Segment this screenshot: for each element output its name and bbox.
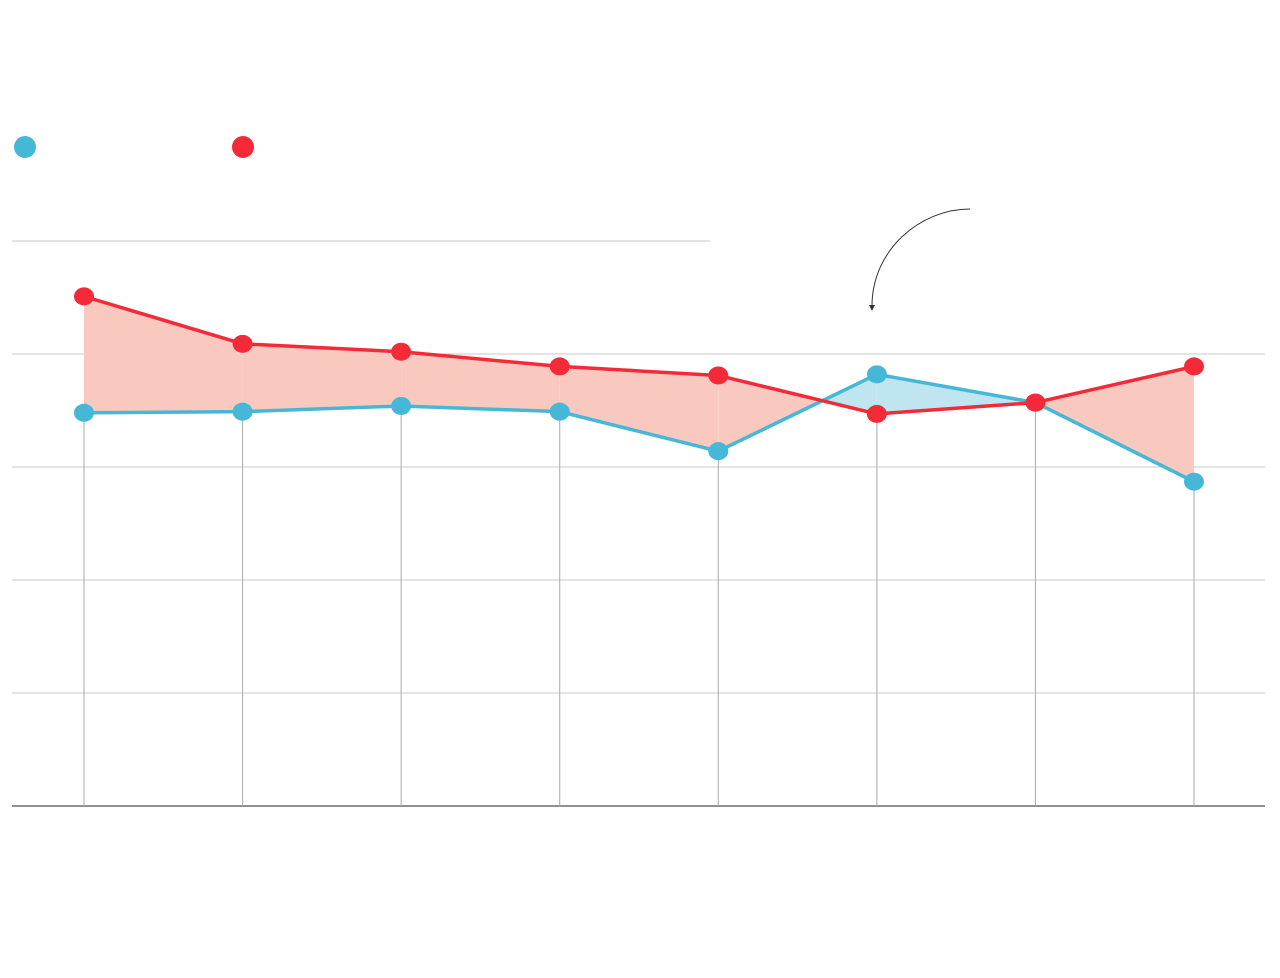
annotation-arrow xyxy=(871,208,971,307)
data-point xyxy=(232,402,253,421)
data-point xyxy=(74,403,94,422)
data-point xyxy=(708,366,729,385)
data-point xyxy=(866,365,887,384)
data-point xyxy=(1184,472,1204,491)
difference-area xyxy=(401,351,560,412)
data-point xyxy=(708,442,729,461)
difference-area xyxy=(559,366,719,452)
series-line xyxy=(83,372,1195,484)
series-line xyxy=(83,294,1195,416)
data-point xyxy=(391,342,412,361)
difference-area xyxy=(84,296,243,413)
data-point xyxy=(1025,393,1046,412)
difference-area xyxy=(718,375,823,452)
difference-area xyxy=(242,343,402,412)
data-point xyxy=(232,334,253,353)
legend-marker xyxy=(232,136,254,158)
lines xyxy=(74,287,1204,491)
fills xyxy=(84,296,1194,482)
data-point xyxy=(866,404,887,423)
annotation-arrowhead xyxy=(869,305,875,311)
grid xyxy=(12,240,1265,807)
data-point xyxy=(549,402,570,421)
data-point xyxy=(74,287,94,306)
data-point xyxy=(391,396,412,415)
data-point xyxy=(549,357,570,376)
legend-marker xyxy=(14,136,36,158)
data-point xyxy=(1184,357,1204,376)
